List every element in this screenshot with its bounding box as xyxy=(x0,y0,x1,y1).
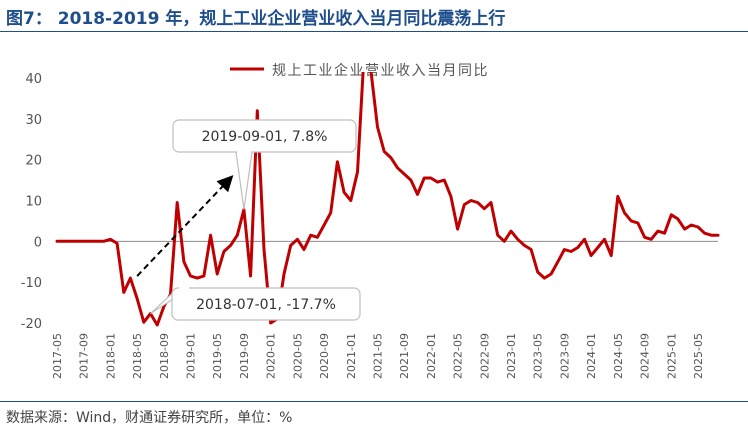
x-tick-label: 2021-05 xyxy=(371,333,384,379)
x-tick-label: 2025-01 xyxy=(665,333,678,379)
x-tick-label: 2023-01 xyxy=(505,333,518,379)
series-line xyxy=(55,72,720,327)
y-tick-label: 20 xyxy=(25,154,42,169)
x-tick-label: 2022-01 xyxy=(425,333,438,379)
y-tick-label: 10 xyxy=(25,195,42,210)
figure-title: 图7： 2018-2019 年，规上工业企业营业收入当月同比震荡上行 xyxy=(6,9,506,29)
chart-legend: 规上工业企业营业收入当月同比 xyxy=(230,62,489,79)
trend-arrow-line xyxy=(136,175,234,277)
x-tick-labels: 2017-05 2017-09 2018-01 2018-05 2018-09 2019-… xyxy=(51,333,705,379)
x-tick-label: 2019-01 xyxy=(185,333,198,379)
callout: 2018-07-01, -17.7% xyxy=(150,287,361,321)
y-tick-label: -10 xyxy=(21,276,42,291)
x-tick-label: 2019-05 xyxy=(211,333,224,379)
footer-rule xyxy=(0,401,748,402)
x-tick-label: 2022-09 xyxy=(478,333,491,379)
legend-label: 规上工业企业营业收入当月同比 xyxy=(272,62,489,79)
x-tick-label: 2024-09 xyxy=(639,333,652,379)
x-tick-label: 2020-09 xyxy=(318,333,331,379)
x-tick-label: 2022-05 xyxy=(452,333,465,379)
x-tick-label: 2024-05 xyxy=(612,333,625,379)
x-tick-label: 2020-05 xyxy=(291,333,304,379)
y-tick-label: -20 xyxy=(21,317,42,332)
y-tick-label: 40 xyxy=(25,72,42,87)
x-tick-label: 2021-01 xyxy=(345,333,358,379)
x-tick-label: 2021-09 xyxy=(398,333,411,379)
callout: 2019-09-01, 7.8% xyxy=(172,119,357,210)
x-tick-label: 2023-09 xyxy=(558,333,571,379)
x-tick-label: 2018-05 xyxy=(131,333,144,379)
x-tick-label: 2020-01 xyxy=(265,333,278,379)
x-tick-label: 2018-09 xyxy=(158,333,171,379)
x-tick-label: 2023-05 xyxy=(532,333,545,379)
x-tick-label: 2025-05 xyxy=(692,333,705,379)
source-note: 数据来源：Wind，财通证券研究所，单位：% xyxy=(6,410,293,426)
y-tick-label: 30 xyxy=(25,113,42,128)
callout-label: 2019-09-01, 7.8% xyxy=(202,129,328,145)
y-tick-label: 0 xyxy=(34,235,42,250)
x-tick-label: 2017-09 xyxy=(78,333,91,379)
x-tick-label: 2017-05 xyxy=(51,333,64,379)
x-tick-label: 2018-01 xyxy=(104,333,117,379)
x-tick-label: 2024-01 xyxy=(585,333,598,379)
callout-label: 2018-07-01, -17.7% xyxy=(196,297,336,313)
title-rule xyxy=(0,31,748,32)
trend-arrow xyxy=(136,175,234,277)
callouts: 2019-09-01, 7.8% 2018-07-01, -17.7% xyxy=(150,119,361,321)
x-tick-label: 2019-09 xyxy=(238,333,251,379)
y-axis: -20 -10 0 10 20 30 40 xyxy=(21,72,42,332)
